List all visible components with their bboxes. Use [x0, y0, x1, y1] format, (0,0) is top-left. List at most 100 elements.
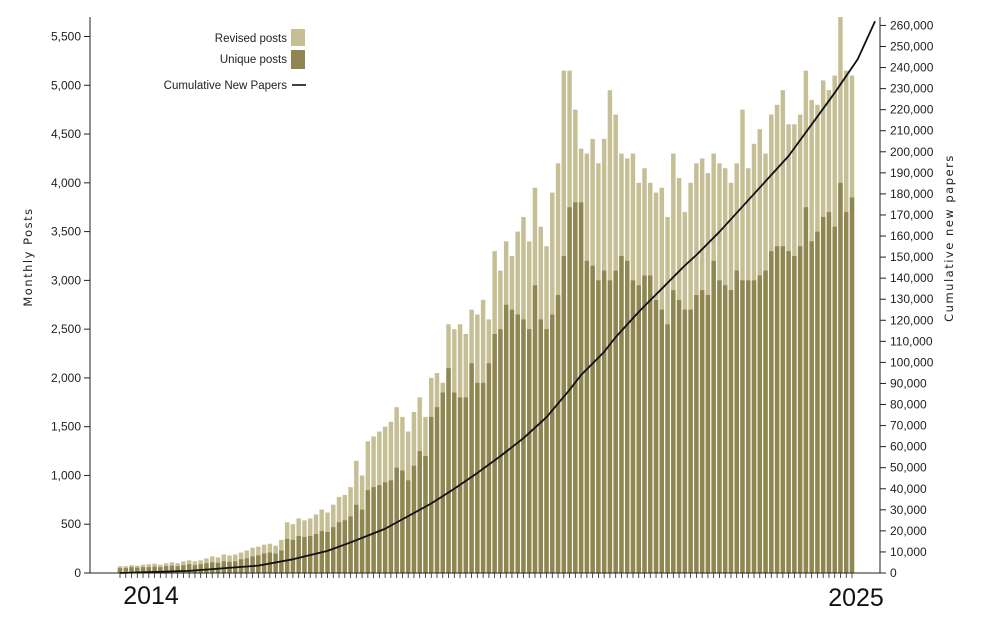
bar-unique-posts — [699, 290, 705, 573]
y2-tick-label: 240,000 — [890, 61, 934, 75]
bar-unique-posts — [475, 382, 480, 573]
y2-tick-label: 180,000 — [890, 187, 934, 201]
bar-unique-posts — [555, 295, 561, 573]
bar-unique-posts — [653, 299, 659, 573]
bar-unique-posts — [209, 562, 215, 573]
bar-unique-posts — [394, 467, 399, 573]
bar-unique-posts — [601, 270, 607, 573]
bar-unique-posts — [642, 275, 647, 573]
y2-tick-label: 170,000 — [890, 208, 934, 222]
bar-unique-posts — [596, 280, 601, 573]
bar-unique-posts — [204, 563, 209, 573]
bar-unique-posts — [688, 309, 693, 573]
legend-swatch-revised — [291, 29, 305, 46]
bar-unique-posts — [469, 363, 474, 573]
bar-unique-posts — [146, 567, 152, 573]
legend-label-revised: Revised posts — [215, 33, 287, 45]
bar-unique-posts — [722, 285, 728, 573]
bar-unique-posts — [117, 568, 123, 573]
bar-unique-posts — [751, 280, 757, 573]
line-layer — [119, 20, 876, 574]
y2-axis-title: Cumulative new papers — [942, 154, 956, 322]
legend: Revised posts Unique posts Cumulative Ne… — [164, 29, 306, 92]
bar-unique-posts — [509, 309, 515, 573]
y2-tick-label: 40,000 — [890, 482, 927, 496]
bar-unique-posts — [711, 260, 716, 573]
bar-unique-posts — [348, 516, 353, 573]
x-label-start: 2014 — [123, 582, 179, 610]
bar-unique-posts — [838, 182, 843, 573]
y-tick-label: 3,000 — [51, 273, 81, 287]
bar-unique-posts — [175, 566, 180, 573]
bar-unique-posts — [636, 285, 641, 573]
bar-unique-posts — [590, 265, 595, 573]
bar-unique-posts — [498, 329, 503, 573]
bar-unique-posts — [561, 255, 567, 574]
y-tick-label: 500 — [61, 517, 81, 531]
y2-tick-label: 250,000 — [890, 39, 934, 53]
bar-unique-posts — [682, 309, 688, 573]
bar-unique-posts — [192, 565, 198, 573]
bar-unique-posts — [820, 216, 826, 573]
y2-tick-label: 90,000 — [890, 376, 927, 390]
bar-unique-posts — [578, 202, 584, 573]
bar-unique-posts — [388, 480, 394, 573]
bar-unique-posts — [613, 270, 618, 573]
y2-tick-label: 80,000 — [890, 398, 927, 412]
y2-tick-label: 30,000 — [890, 503, 927, 517]
bar-unique-posts — [659, 309, 665, 573]
bar-unique-posts — [774, 246, 780, 574]
bar-unique-posts — [129, 567, 134, 573]
bar-unique-posts — [221, 561, 226, 573]
y-tick-label: 5,500 — [51, 30, 81, 44]
bar-unique-posts — [158, 567, 163, 573]
y2-tick-label: 220,000 — [890, 103, 934, 117]
y2-tick-label: 200,000 — [890, 145, 934, 159]
y-tick-label: 4,000 — [51, 176, 81, 190]
bar-unique-posts — [405, 480, 411, 573]
legend-swatch-unique — [291, 50, 305, 69]
bar-unique-posts — [123, 568, 128, 573]
bar-unique-posts — [186, 564, 192, 573]
legend-label-unique: Unique posts — [220, 54, 287, 66]
bar-unique-posts — [740, 280, 745, 573]
bar-unique-posts — [452, 392, 457, 573]
y2-tick-label: 160,000 — [890, 229, 934, 243]
bar-unique-posts — [769, 251, 774, 574]
bar-unique-posts — [792, 255, 797, 574]
y2-tick-label: 10,000 — [890, 545, 927, 559]
y-tick-label: 4,500 — [51, 127, 81, 141]
bar-unique-posts — [434, 407, 440, 573]
bar-unique-posts — [463, 397, 469, 573]
bar-unique-posts — [446, 368, 451, 573]
bar-unique-posts — [382, 482, 388, 573]
bar-unique-posts — [152, 566, 157, 573]
bar-unique-posts — [630, 280, 636, 573]
y2-tick-label: 260,000 — [890, 18, 934, 32]
bar-unique-posts — [584, 260, 590, 573]
y2-tick-label: 50,000 — [890, 461, 927, 475]
axes-layer: 0 500 1,000 1,500 2,000 2,500 3,000 3,500 4,000 4… — [51, 17, 934, 580]
y2-tick-label: 150,000 — [890, 250, 934, 264]
bar-unique-posts — [169, 565, 175, 573]
bar-unique-posts — [411, 465, 417, 573]
bar-unique-posts — [359, 509, 365, 573]
bar-unique-posts — [826, 212, 832, 573]
bar-unique-posts — [734, 270, 739, 573]
bar-unique-posts — [786, 251, 791, 574]
bar-unique-posts — [429, 416, 434, 573]
bar-unique-posts — [717, 280, 722, 573]
y2-tick-label: 140,000 — [890, 271, 934, 285]
bar-unique-posts — [181, 565, 186, 573]
bar-unique-posts — [342, 520, 348, 573]
bar-unique-posts — [844, 212, 849, 573]
bar-unique-posts — [780, 246, 786, 574]
bar-unique-posts — [492, 334, 497, 573]
bars-layer — [117, 17, 855, 574]
bar-unique-posts — [797, 246, 803, 574]
bar-unique-posts — [423, 455, 428, 573]
bar-unique-posts — [290, 539, 296, 573]
bar-unique-posts — [336, 522, 342, 573]
bar-unique-posts — [619, 255, 624, 574]
bar-unique-posts — [532, 285, 538, 573]
